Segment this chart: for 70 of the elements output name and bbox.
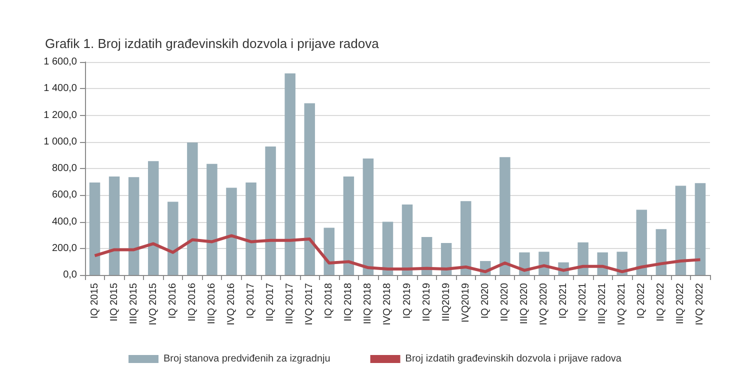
bar	[89, 182, 100, 275]
bar	[694, 183, 706, 275]
bar	[500, 157, 510, 275]
x-tick-label: IVQ 2022	[694, 282, 706, 326]
legend-label: Broj stanova predviđenih za izgradnju	[164, 354, 330, 364]
bar	[460, 201, 472, 275]
bar	[636, 210, 648, 275]
bar	[324, 228, 335, 275]
bar	[168, 202, 178, 275]
line-series	[93, 234, 702, 274]
bar	[108, 176, 120, 275]
x-tick-label: IIQ 2022	[656, 282, 667, 322]
x-tick-label: IIQ 2017	[265, 282, 276, 322]
x-tick-label: IVQ 2021	[616, 282, 628, 326]
x-tick-label: IIQ 2019	[421, 282, 432, 322]
bar	[246, 182, 256, 275]
bar	[187, 142, 198, 275]
y-tick-label: 400,0	[52, 216, 78, 228]
legend-label: Broj izdatih građevinskih dozvola i prijave radova	[405, 354, 622, 364]
x-tick-label: IVQ 2015	[148, 282, 159, 326]
bar	[265, 146, 276, 275]
x-tick-label: IVQ 2017	[304, 282, 316, 326]
x-tick-label: IIIQ 2020	[518, 282, 530, 324]
x-tick-label: IVQ 2018	[382, 282, 394, 326]
y-tick-label: 1 400,0	[44, 83, 78, 94]
x-tick-label: IIIQ 2022	[675, 282, 686, 324]
x-tick-label: IQ 2019	[402, 282, 413, 319]
bar	[382, 222, 394, 275]
bar	[304, 103, 315, 275]
x-tick-label: IQ 2021	[558, 282, 570, 319]
x-tick-label: IIIQ2019	[440, 282, 452, 322]
y-tick-label: 0,0	[63, 270, 78, 280]
y-tick-label: 1 000,0	[44, 136, 78, 148]
chart-title: Grafik 1. Broj izdatih građevinskih dozvola i prijave radova	[45, 36, 380, 51]
x-tick-label: IVQ2019	[460, 282, 472, 322]
bar	[148, 161, 159, 275]
bar	[226, 188, 237, 275]
bar	[578, 242, 588, 275]
bar	[656, 229, 667, 275]
bar	[284, 73, 296, 275]
bar	[128, 177, 140, 275]
x-tick-label: IIIQ 2018	[362, 282, 374, 324]
x-tick-label: IQ 2022	[636, 282, 648, 319]
y-tick-label: 1 600,0	[44, 56, 78, 68]
x-tick-label: IIIQ 2017	[284, 282, 296, 324]
bar	[421, 237, 432, 275]
x-tick-label: IQ 2020	[480, 282, 491, 319]
x-tick-label: IQ 2015	[89, 282, 100, 319]
bar	[343, 176, 354, 275]
y-tick-label: 1 200,0	[44, 110, 78, 121]
bar	[362, 158, 374, 275]
x-tick-label: IIIQ 2016	[206, 282, 218, 324]
x-tick-label: IIIQ 2021	[597, 282, 608, 324]
y-tick-label: 200,0	[52, 242, 78, 254]
x-tick-label: IQ 2018	[324, 282, 335, 319]
y-tick-label: 800,0	[52, 163, 78, 174]
bar	[206, 164, 218, 275]
x-tick-label: IIQ 2018	[343, 282, 354, 322]
x-tick-label: IIQ 2020	[499, 282, 510, 322]
x-tick-label: IQ 2016	[167, 282, 178, 319]
x-tick-label: IQ 2017	[246, 282, 257, 319]
x-tick-label: IVQ 2020	[538, 282, 550, 326]
x-tick-label: IIQ 2016	[186, 282, 198, 322]
bar	[402, 204, 413, 275]
x-tick-label: IIQ 2015	[108, 282, 120, 322]
x-tick-label: IVQ 2016	[226, 282, 237, 326]
bar	[675, 186, 686, 275]
x-tick-label: IIQ 2021	[578, 282, 589, 322]
x-tick-label: IIIQ 2015	[128, 282, 140, 324]
y-tick-label: 600,0	[52, 190, 78, 201]
